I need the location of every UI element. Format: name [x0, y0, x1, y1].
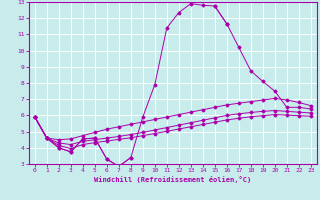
- X-axis label: Windchill (Refroidissement éolien,°C): Windchill (Refroidissement éolien,°C): [94, 176, 252, 183]
